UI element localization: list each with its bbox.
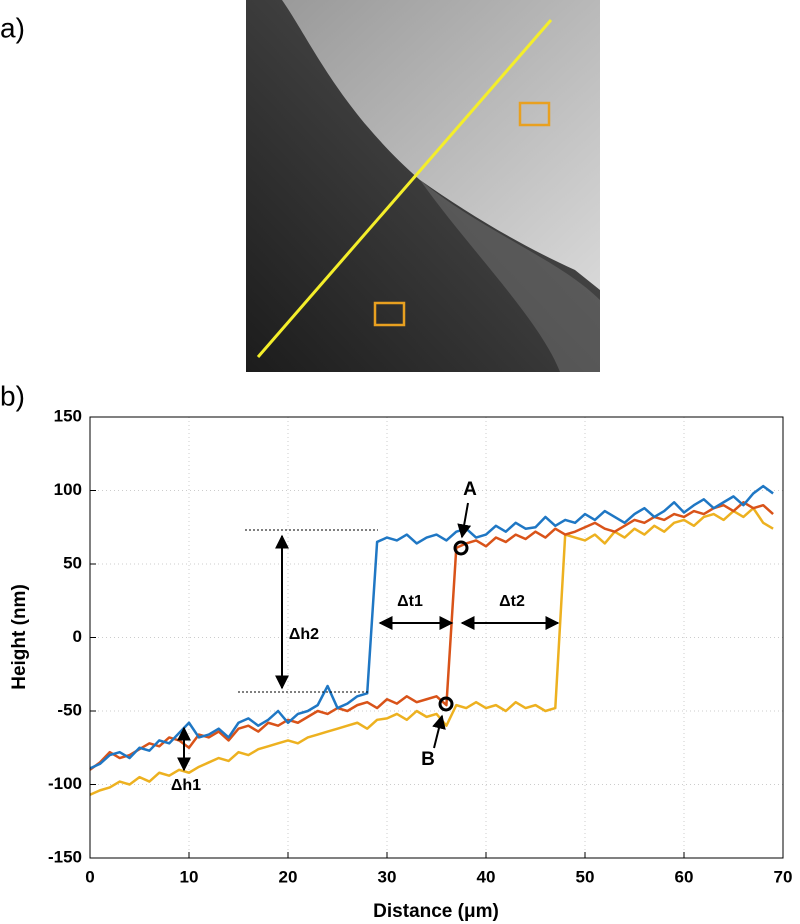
panel-label: b) xyxy=(0,380,25,411)
y-tick-label: 100 xyxy=(54,480,82,499)
annotation: Δt2 xyxy=(499,593,525,610)
annotation: Δt1 xyxy=(397,593,423,610)
x-tick-label: 40 xyxy=(477,867,496,886)
x-tick-label: 60 xyxy=(675,867,694,886)
y-tick-label: 150 xyxy=(54,406,82,425)
micrograph xyxy=(246,0,600,372)
x-tick-label: 0 xyxy=(85,867,94,886)
y-tick-label: 0 xyxy=(73,627,82,646)
annotation: Δh1 xyxy=(171,777,201,794)
lines xyxy=(89,484,774,796)
data-line xyxy=(89,484,774,770)
x-tick-label: 30 xyxy=(378,867,397,886)
y-tick-label: 50 xyxy=(63,553,82,572)
x-tick-label: 70 xyxy=(774,867,793,886)
annotation-shapes xyxy=(177,502,560,772)
y-tick-label: -50 xyxy=(57,700,82,719)
y-tick-label: -100 xyxy=(48,774,82,793)
annotation: Δh2 xyxy=(289,626,319,643)
y-axis-label: Height (nm) xyxy=(9,584,30,690)
x-tick-label: 10 xyxy=(180,867,199,886)
panel-label: a) xyxy=(0,12,25,43)
annotation: A xyxy=(463,479,477,500)
data-line xyxy=(89,506,774,796)
x-axis-label: Distance (μm) xyxy=(373,901,499,922)
x-tick-label: 50 xyxy=(576,867,595,886)
annotation: B xyxy=(421,749,435,770)
y-tick-label: -150 xyxy=(48,847,82,866)
x-tick-label: 20 xyxy=(279,867,298,886)
